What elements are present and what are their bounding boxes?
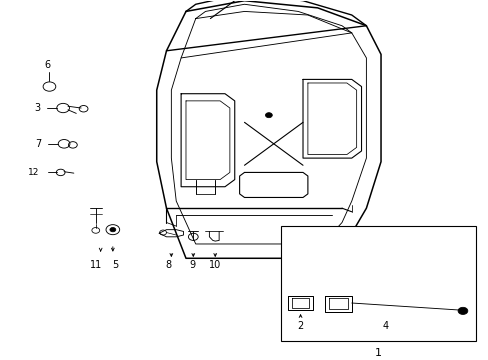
Text: 8: 8 xyxy=(165,260,172,270)
Text: 5: 5 xyxy=(112,260,118,270)
Text: 3: 3 xyxy=(34,103,40,113)
Text: 12: 12 xyxy=(28,168,40,177)
Text: 4: 4 xyxy=(382,321,388,331)
Text: 10: 10 xyxy=(209,260,221,270)
Text: 7: 7 xyxy=(36,139,42,149)
Text: 11: 11 xyxy=(89,260,102,270)
Text: 2: 2 xyxy=(297,321,303,331)
Circle shape xyxy=(457,307,467,314)
Text: 6: 6 xyxy=(44,60,50,70)
Bar xyxy=(281,226,475,341)
Circle shape xyxy=(110,228,116,232)
Circle shape xyxy=(265,113,272,118)
Text: 9: 9 xyxy=(189,260,195,270)
Text: 1: 1 xyxy=(374,348,381,358)
